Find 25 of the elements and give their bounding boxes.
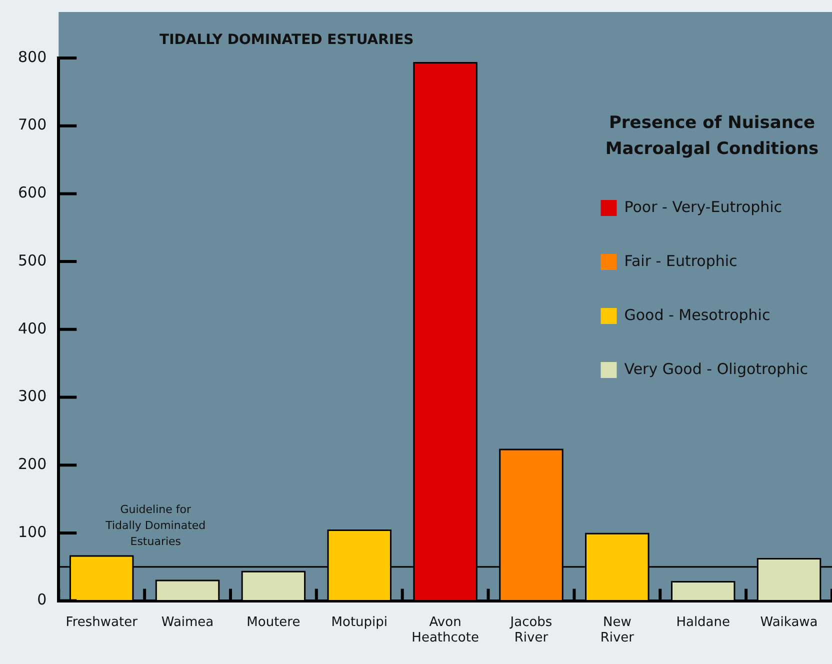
legend-label: Poor - Very-Eutrophic (624, 198, 782, 216)
legend-title: Presence of Nuisance Macroalgal Conditions (605, 113, 819, 159)
y-tick-label: 800 (18, 48, 47, 66)
y-tick-label: 500 (18, 251, 47, 270)
y-tick-label: 400 (18, 319, 47, 338)
x-tick-label: Waimea (161, 614, 214, 630)
x-tick-label: Avon Heathcote (412, 614, 479, 646)
legend-label: Very Good - Oligotrophic (624, 360, 808, 378)
x-tick-label: Haldane (676, 614, 730, 630)
chart-title: TIDALLY DOMINATED ESTUARIES (160, 32, 414, 48)
legend-label: Good - Mesotrophic (624, 306, 770, 324)
x-tick-label: New River (600, 614, 635, 646)
y-tick-label: 200 (18, 454, 47, 473)
x-tick-label: Motupipi (331, 614, 388, 630)
x-tick-label: Freshwater (66, 614, 138, 630)
y-tick-label: 600 (18, 184, 47, 202)
y-tick-label: 300 (18, 387, 47, 406)
x-tick-label: Waikawa (760, 614, 818, 630)
legend-label: Fair - Eutrophic (624, 252, 738, 270)
y-tick-label: 0 (37, 590, 47, 609)
y-tick-label: 100 (18, 522, 47, 541)
x-tick-label: Jacobs River (509, 614, 552, 646)
x-tick-label: Moutere (246, 614, 300, 630)
y-tick-label: 700 (18, 116, 47, 134)
ref-line-label: Guideline for Tidally Dominated Estuaries (104, 502, 206, 548)
